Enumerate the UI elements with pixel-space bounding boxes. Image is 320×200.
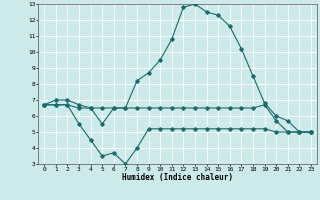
X-axis label: Humidex (Indice chaleur): Humidex (Indice chaleur) — [122, 173, 233, 182]
